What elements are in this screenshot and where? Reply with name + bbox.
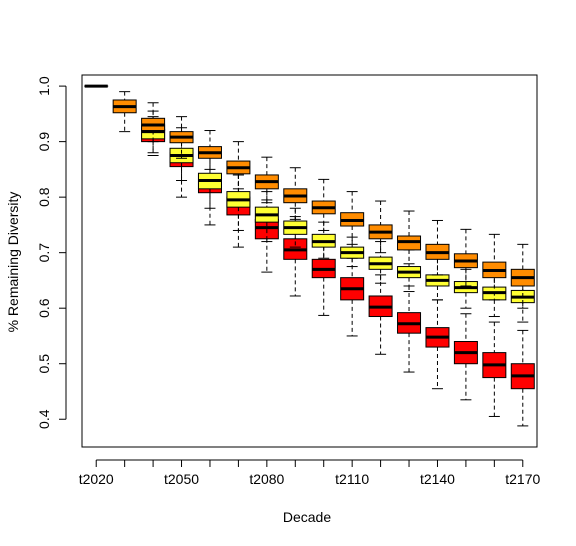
y-tick-label: 0.5 (36, 354, 52, 374)
box-11-b (368, 241, 393, 284)
box-13-b (425, 257, 450, 301)
plot-frame (81, 74, 538, 448)
y-tick-label: 0.9 (36, 132, 52, 152)
box-9-c (311, 178, 336, 231)
box-16-a (510, 329, 535, 427)
box-11-c (368, 200, 393, 254)
box-7-b (254, 191, 279, 243)
box-13-a (425, 299, 450, 390)
box-15-a (482, 321, 507, 417)
x-tick-label: t2050 (164, 471, 199, 487)
box-8-b (283, 207, 308, 248)
box-4-c (169, 116, 194, 159)
box-8-a (283, 216, 308, 297)
box-6-c (226, 141, 251, 190)
box-12-c (397, 210, 422, 265)
box-9-a (311, 238, 336, 316)
x-tick-label: t2080 (249, 471, 284, 487)
x-axis-title: Decade (283, 509, 331, 525)
box-5-c (197, 130, 222, 170)
box-13-c (425, 219, 450, 276)
box-14-c (453, 228, 478, 287)
box-14-a (453, 313, 478, 401)
x-tick-label: t2170 (505, 471, 540, 487)
box-8-c (283, 167, 308, 220)
box-3-c (141, 102, 166, 143)
box-12-b (397, 249, 422, 293)
y-axis-title: % Remaining Diversity (5, 192, 21, 333)
y-tick-label: 0.4 (36, 409, 52, 429)
box-2-c (112, 91, 137, 133)
box-10-a (340, 257, 365, 337)
box-series (84, 84, 535, 427)
box-11-a (368, 274, 393, 355)
box-10-c (340, 191, 365, 245)
box-14-b (453, 268, 478, 309)
x-tick-label: t2140 (420, 471, 455, 487)
box-16-c (510, 243, 535, 309)
box-6-b (226, 174, 251, 231)
box-7-c (254, 156, 279, 204)
box-10-b (340, 236, 365, 268)
y-tick-label: 0.8 (36, 187, 52, 207)
x-axis: t2020 t2050 t2080 t2110 t2140 t2170 (79, 459, 541, 487)
y-tick-label: 0.6 (36, 298, 52, 318)
x-tick-label: t2110 (335, 471, 369, 487)
box-12-a (397, 285, 422, 373)
y-axis: 0.4 0.5 0.6 0.7 0.8 0.9 1.0 (36, 76, 67, 429)
x-tick-label: t2020 (79, 471, 114, 487)
box-15-c (482, 233, 507, 301)
y-tick-label: 1.0 (36, 76, 52, 96)
y-tick-label: 0.7 (36, 243, 52, 263)
